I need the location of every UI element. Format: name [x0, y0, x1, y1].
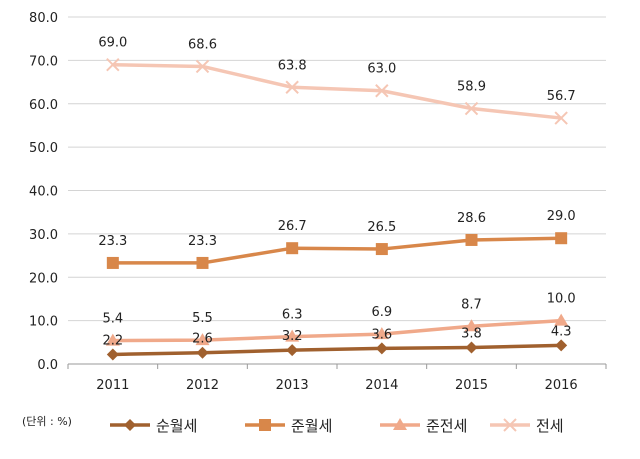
- data-label: 56.7: [547, 89, 576, 104]
- data-label: 2.6: [192, 332, 213, 347]
- data-point: [375, 84, 389, 98]
- legend-marker: [259, 419, 271, 431]
- legend-marker: [503, 418, 517, 432]
- series-line-1: [112, 236, 562, 265]
- data-label: 69.0: [98, 36, 127, 51]
- y-axis: 0.0 10.0 20.0 30.0 40.0 50.0 60.0 70.0 80.0: [29, 11, 58, 373]
- x-marker-stroke: [285, 80, 299, 94]
- x-tick-label: 2014: [365, 378, 398, 393]
- data-point: [196, 346, 209, 359]
- data-label: 5.5: [192, 311, 213, 326]
- x-tick-label: 2013: [276, 378, 309, 393]
- x-marker-stroke: [106, 58, 120, 72]
- data-point: [106, 58, 120, 72]
- x-tick-label: 2016: [545, 378, 578, 393]
- data-label: 63.8: [278, 58, 307, 73]
- data-point: [375, 243, 388, 256]
- y-tick-label: 0.0: [37, 358, 58, 373]
- data-label: 10.0: [547, 292, 576, 307]
- legend-label: 준월세: [291, 417, 332, 435]
- x-marker-stroke: [554, 111, 568, 125]
- data-point: [555, 232, 568, 245]
- data-point: [285, 80, 299, 94]
- data-point: [286, 242, 299, 255]
- data-point: [195, 333, 210, 346]
- data-point: [374, 327, 389, 340]
- x-tick-label: 2011: [96, 378, 129, 393]
- data-point: [106, 256, 119, 269]
- y-tick-label: 30.0: [29, 228, 58, 243]
- data-point: [196, 256, 209, 269]
- legend-label: 순월세: [156, 417, 197, 435]
- data-point: [554, 313, 569, 326]
- y-tick-label: 40.0: [29, 185, 58, 200]
- data-label: 6.9: [371, 305, 392, 320]
- data-label: 58.9: [457, 80, 486, 95]
- data-label: 23.3: [98, 234, 127, 249]
- data-point: [286, 344, 299, 357]
- series-line-0: [112, 343, 562, 357]
- data-label: 63.0: [367, 62, 396, 77]
- data-point: [465, 233, 478, 246]
- data-point: [285, 329, 300, 342]
- data-label: 26.7: [278, 219, 307, 234]
- data-label: 3.2: [282, 329, 303, 344]
- grid-lines: [68, 16, 606, 365]
- data-label: 3.8: [461, 327, 482, 342]
- data-point: [375, 342, 388, 355]
- series-lines: [105, 58, 569, 361]
- y-tick-label: 50.0: [29, 141, 58, 156]
- series-line-3: [112, 62, 562, 120]
- legend-label: 준전세: [426, 417, 467, 435]
- x-marker-stroke: [503, 418, 517, 432]
- data-label: 68.6: [188, 37, 217, 52]
- data-labels: 2.2 2.6 3.2 3.6 3.8 4.3 23.3 23.3 26.7 26.5 28.6 29…: [98, 36, 575, 349]
- data-label: 29.0: [547, 209, 576, 224]
- x-tick-label: 2012: [186, 378, 219, 393]
- data-label: 5.4: [102, 312, 123, 327]
- unit-note: (단위 : %): [22, 415, 72, 428]
- data-point: [464, 101, 479, 116]
- legend-marker: [124, 419, 136, 431]
- data-label: 23.3: [188, 234, 217, 249]
- x-axis: 2011 2012 2013 2014 2015 2016: [67, 364, 607, 393]
- legend-marker: [393, 418, 407, 430]
- data-point: [464, 319, 479, 332]
- data-label: 4.3: [551, 324, 572, 339]
- data-point: [555, 339, 568, 352]
- data-point: [554, 111, 568, 125]
- y-tick-label: 80.0: [29, 11, 58, 26]
- legend-label: 전세: [536, 417, 564, 435]
- data-point: [195, 59, 210, 74]
- y-tick-label: 10.0: [29, 315, 58, 330]
- legend: 순월세 준월세 준전세 전세: [110, 417, 564, 435]
- y-tick-label: 60.0: [29, 98, 58, 113]
- data-label: 2.2: [102, 333, 123, 348]
- data-label: 8.7: [461, 297, 482, 312]
- data-point: [106, 348, 119, 361]
- y-tick-label: 20.0: [29, 271, 58, 286]
- data-label: 28.6: [457, 211, 486, 226]
- data-point: [105, 333, 120, 346]
- y-tick-label: 70.0: [29, 54, 58, 69]
- x-tick-label: 2015: [455, 378, 488, 393]
- x-marker-stroke: [195, 59, 210, 74]
- data-label: 26.5: [367, 220, 396, 235]
- series-line-2: [112, 318, 562, 343]
- x-marker-stroke: [464, 101, 479, 116]
- data-label: 3.6: [371, 327, 392, 342]
- data-point: [465, 341, 478, 354]
- x-marker-stroke: [375, 84, 389, 98]
- data-label: 6.3: [282, 308, 303, 323]
